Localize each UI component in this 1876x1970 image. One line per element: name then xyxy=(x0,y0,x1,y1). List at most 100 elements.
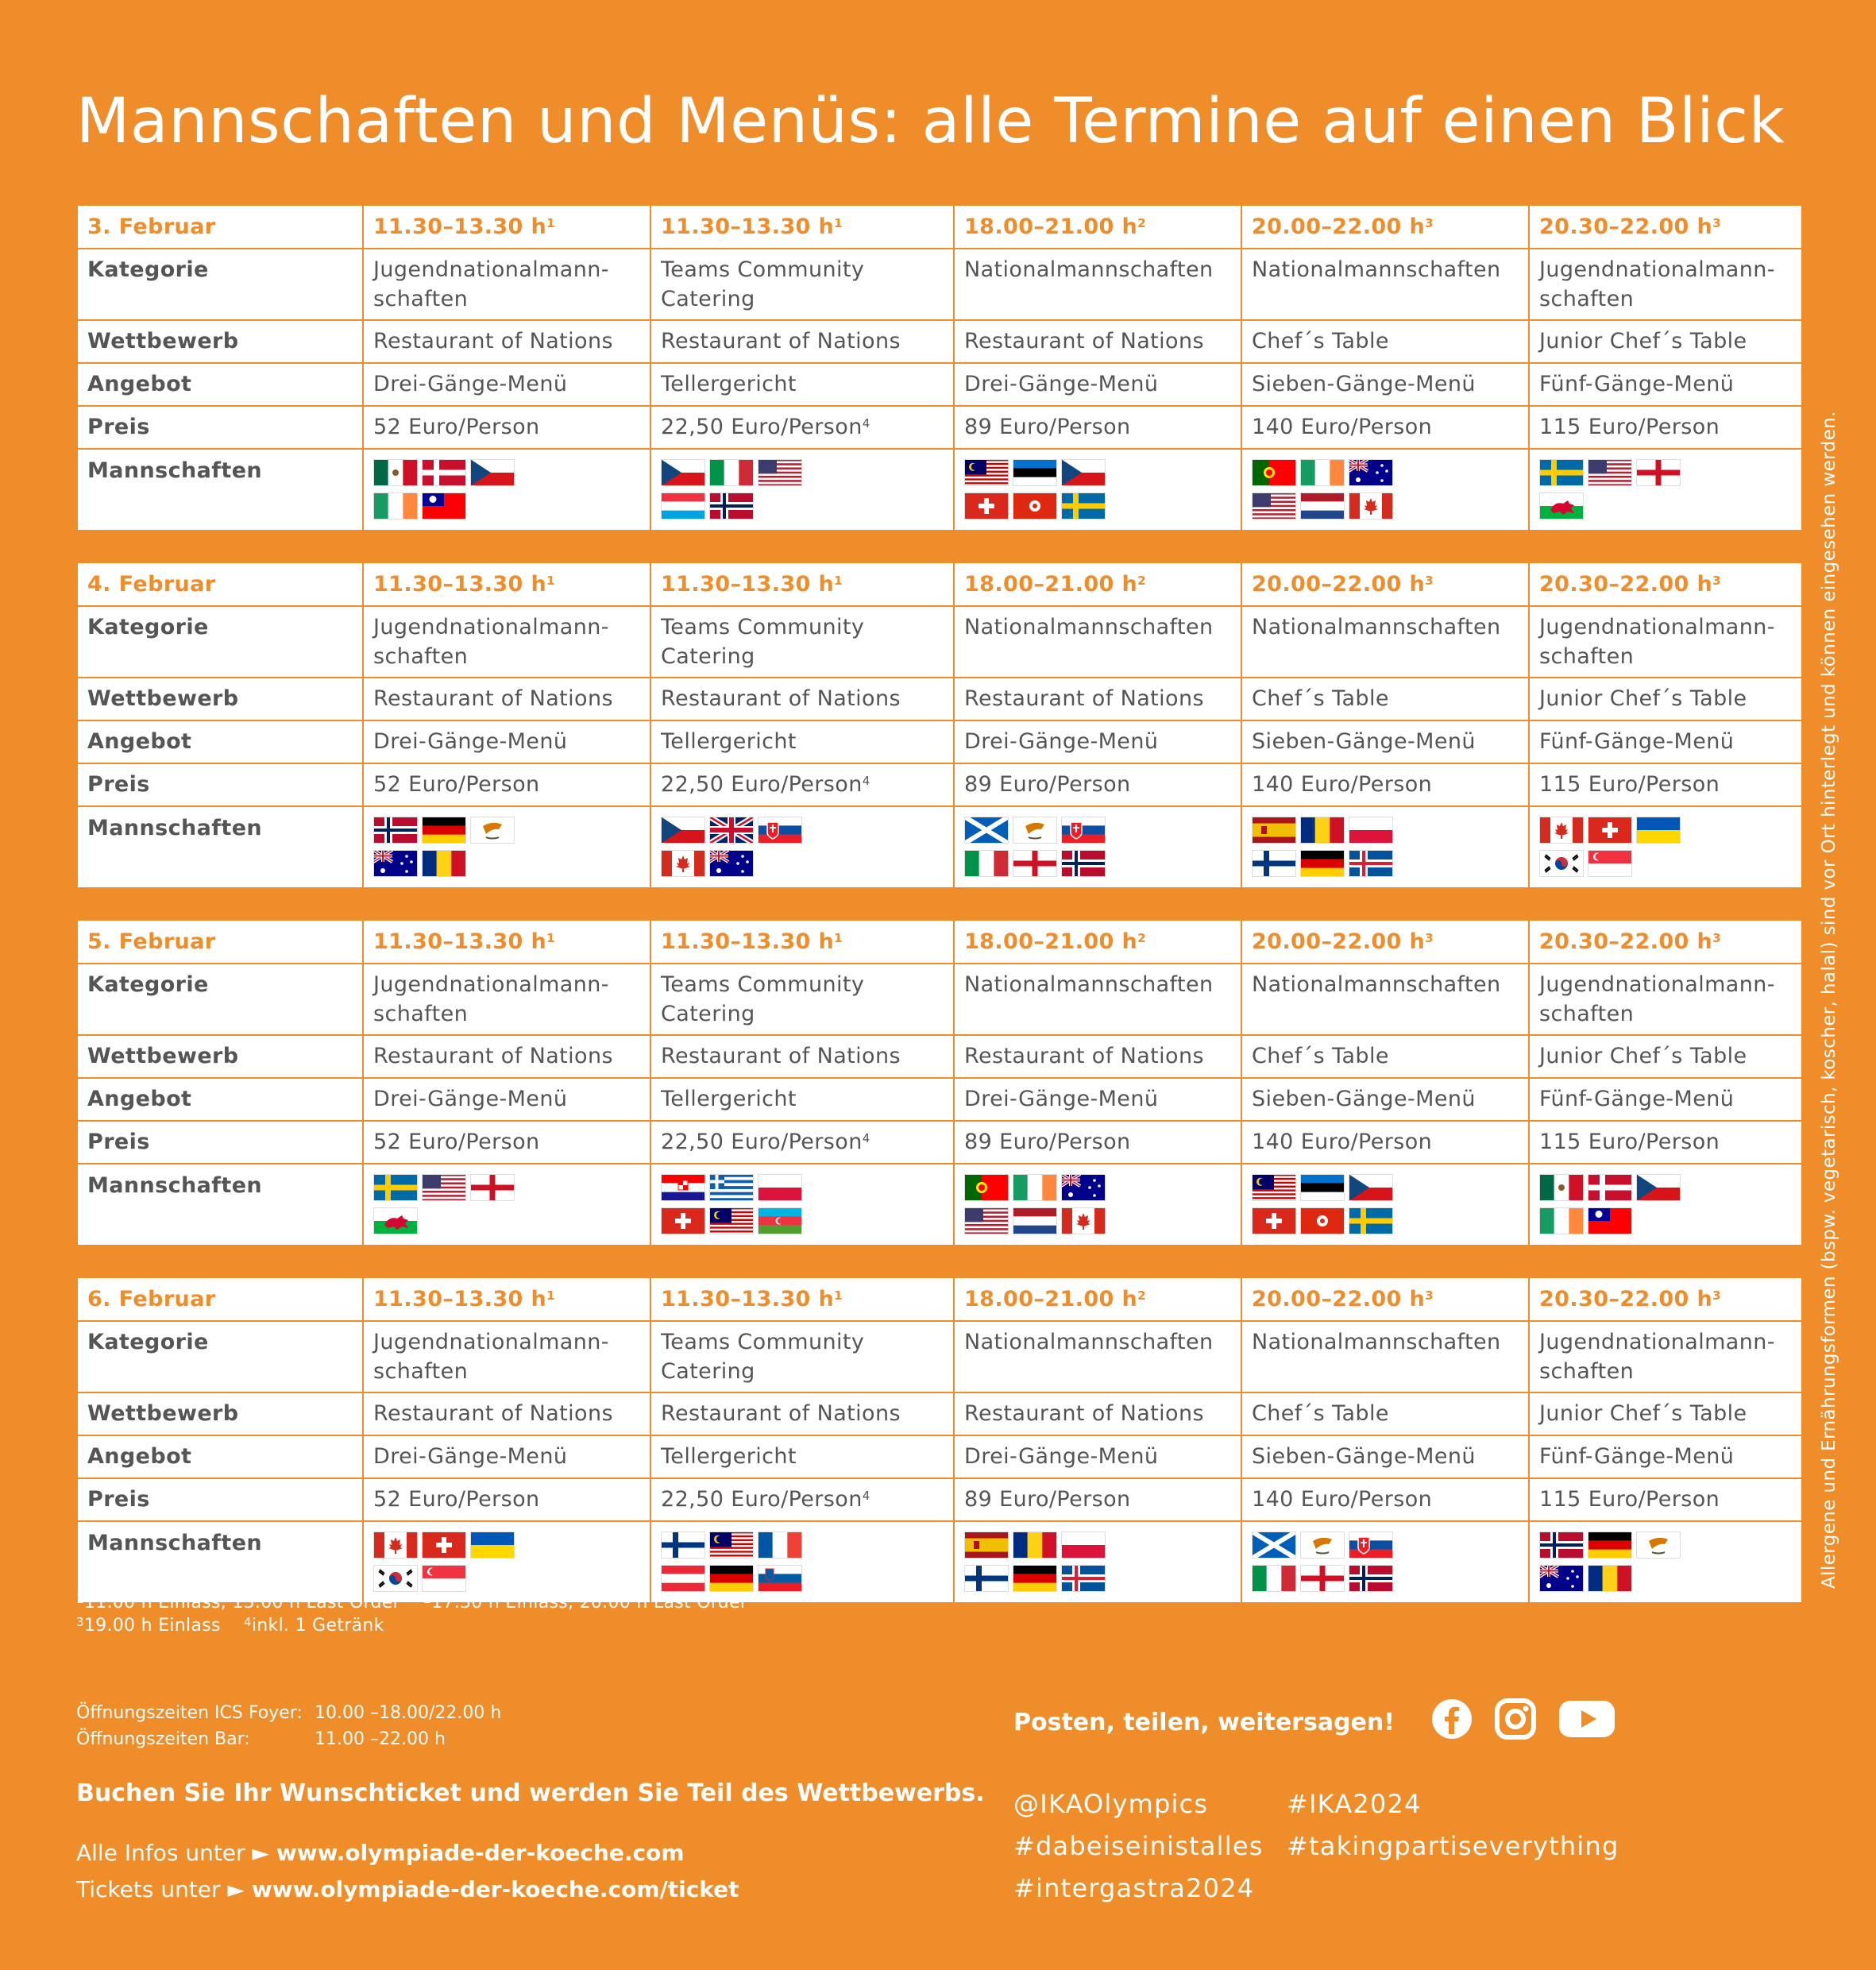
row-label-kategorie: Kategorie xyxy=(76,605,364,678)
flag-azerbaijan-icon xyxy=(758,1207,802,1234)
schedule-table: 4. Februar 11.30–13.30 h1 11.30–13.30 h1 18… xyxy=(76,562,1803,889)
flag-sweden-icon xyxy=(1349,1207,1393,1234)
time-slot: 20.00–22.00 h3 xyxy=(1241,919,1530,964)
time-slot: 20.30–22.00 h3 xyxy=(1528,919,1803,964)
cell-wettbewerb: Junior Chef´s Table xyxy=(1528,677,1803,721)
hashtag: #IKA2024 xyxy=(1287,1789,1422,1819)
time-slot: 18.00–21.00 h2 xyxy=(953,562,1242,607)
cell-preis: 89 Euro/Person xyxy=(953,1478,1242,1522)
cell-wettbewerb: Restaurant of Nations xyxy=(953,1034,1242,1079)
flag-uk-icon xyxy=(709,817,754,844)
cell-mannschaften xyxy=(953,448,1242,531)
instagram-icon[interactable] xyxy=(1494,1698,1536,1746)
flag-england-icon xyxy=(470,1174,515,1201)
hashtag: @IKAOlympics xyxy=(1013,1789,1209,1819)
ticket-link-row: Tickets unter ► www.olympiade-der-koeche… xyxy=(76,1876,739,1902)
cell-kategorie: Jugendnationalmann- schaften xyxy=(1528,963,1803,1036)
row-label-angebot: Angebot xyxy=(76,362,364,407)
row-label-wettbewerb: Wettbewerb xyxy=(76,1034,364,1079)
flag-canada-icon xyxy=(1539,817,1584,844)
flag-czech-icon xyxy=(1636,1174,1681,1201)
flag-switzerland-icon xyxy=(661,1207,705,1234)
flag-germany-icon xyxy=(1013,1565,1057,1592)
time-slot: 20.00–22.00 h3 xyxy=(1241,562,1530,607)
row-label-preis: Preis xyxy=(76,1478,364,1522)
cell-mannschaften xyxy=(650,1163,955,1246)
flag-spain-icon xyxy=(1252,817,1296,844)
flag-romania-icon xyxy=(422,850,466,877)
flag-ukraine-icon xyxy=(1636,817,1681,844)
cell-wettbewerb: Restaurant of Nations xyxy=(650,319,955,364)
cell-wettbewerb: Restaurant of Nations xyxy=(953,1392,1242,1436)
facebook-icon[interactable] xyxy=(1431,1698,1473,1746)
cell-preis: 140 Euro/Person xyxy=(1241,405,1530,450)
flag-korea-icon xyxy=(1539,850,1584,877)
flag-malaysia-icon xyxy=(709,1532,754,1559)
flag-switzerland-icon xyxy=(422,1532,466,1559)
flag-england-icon xyxy=(1300,1565,1345,1592)
flag-finland-icon xyxy=(964,1565,1009,1592)
flag-cyprus-icon xyxy=(470,817,515,844)
opening-label: Öffnungszeiten ICS Foyer: xyxy=(76,1703,303,1723)
schedule-tables: 3. Februar 11.30–13.30 h1 11.30–13.30 h1 18… xyxy=(76,204,1803,1634)
flag-cyprus-icon xyxy=(1636,1532,1681,1559)
cell-kategorie: Teams Community Catering xyxy=(650,248,955,321)
hashtag: #intergastra2024 xyxy=(1013,1873,1255,1903)
cell-wettbewerb: Junior Chef´s Table xyxy=(1528,1392,1803,1436)
flag-canada-icon xyxy=(1061,1207,1106,1234)
cell-wettbewerb: Chef´s Table xyxy=(1241,1034,1530,1079)
flag-canada-icon xyxy=(373,1532,418,1559)
cell-wettbewerb: Restaurant of Nations xyxy=(362,1034,651,1079)
flag-hongkong-icon xyxy=(1300,1207,1345,1234)
cell-preis: 22,50 Euro/Person4 xyxy=(650,763,955,807)
flag-finland-icon xyxy=(661,1532,705,1559)
ticket-link[interactable]: www.olympiade-der-koeche.com/ticket xyxy=(251,1876,739,1902)
flag-usa-icon xyxy=(1588,459,1632,486)
opening-hours: Öffnungszeiten ICS Foyer: 10.00 –18.00/22… xyxy=(76,1700,501,1752)
flag-norway-icon xyxy=(1061,850,1106,877)
cell-wettbewerb: Junior Chef´s Table xyxy=(1528,1034,1803,1079)
cell-angebot: Tellergericht xyxy=(650,362,955,407)
cell-preis: 89 Euro/Person xyxy=(953,405,1242,450)
cell-wettbewerb: Restaurant of Nations xyxy=(650,1392,955,1436)
flag-usa-icon xyxy=(422,1174,466,1201)
cell-mannschaften xyxy=(362,448,651,531)
flag-estonia-icon xyxy=(1300,1174,1345,1201)
time-slot: 18.00–21.00 h2 xyxy=(953,1277,1242,1322)
cell-preis: 115 Euro/Person xyxy=(1528,763,1803,807)
flag-switzerland-icon xyxy=(1252,1207,1296,1234)
info-link[interactable]: www.olympiade-der-koeche.com xyxy=(276,1840,685,1866)
flag-ireland-icon xyxy=(1013,1174,1057,1201)
cell-mannschaften xyxy=(953,1520,1242,1604)
cell-kategorie: Jugendnationalmann- schaften xyxy=(362,605,651,678)
time-slot: 20.30–22.00 h3 xyxy=(1528,562,1803,607)
time-slot: 11.30–13.30 h1 xyxy=(362,1277,651,1322)
flag-taiwan-icon xyxy=(1588,1207,1632,1234)
cell-angebot: Fünf-Gänge-Menü xyxy=(1528,1435,1803,1479)
cell-kategorie: Jugendnationalmann- schaften xyxy=(1528,605,1803,678)
flag-mexico-icon xyxy=(373,459,418,486)
info-link-row: Alle Infos unter ► www.olympiade-der-koe… xyxy=(76,1840,685,1866)
flag-croatia-icon xyxy=(661,1174,705,1201)
cell-mannschaften xyxy=(1241,1163,1530,1246)
schedule-table: 3. Februar 11.30–13.30 h1 11.30–13.30 h1 18… xyxy=(76,204,1803,531)
flag-poland-icon xyxy=(1061,1532,1106,1559)
flag-ireland-icon xyxy=(1539,1207,1584,1234)
row-label-mannschaften: Mannschaften xyxy=(76,1520,364,1604)
time-slot: 20.30–22.00 h3 xyxy=(1528,204,1803,249)
flag-czech-icon xyxy=(1349,1174,1393,1201)
cell-kategorie: Teams Community Catering xyxy=(650,1320,955,1393)
hashtag: #dabeiseinistalles xyxy=(1013,1831,1264,1861)
youtube-icon[interactable] xyxy=(1558,1698,1615,1746)
cell-mannschaften xyxy=(362,1163,651,1246)
cell-wettbewerb: Restaurant of Nations xyxy=(362,319,651,364)
flag-wales-icon xyxy=(373,1207,418,1234)
cell-wettbewerb: Restaurant of Nations xyxy=(650,1034,955,1079)
cell-angebot: Drei-Gänge-Menü xyxy=(953,720,1242,764)
flag-malaysia-icon xyxy=(1252,1174,1296,1201)
cell-angebot: Drei-Gänge-Menü xyxy=(953,1435,1242,1479)
cell-mannschaften xyxy=(1528,805,1803,889)
flag-italy-icon xyxy=(709,459,754,486)
flag-singapore-icon xyxy=(1588,850,1632,877)
flag-norway-icon xyxy=(709,492,754,520)
